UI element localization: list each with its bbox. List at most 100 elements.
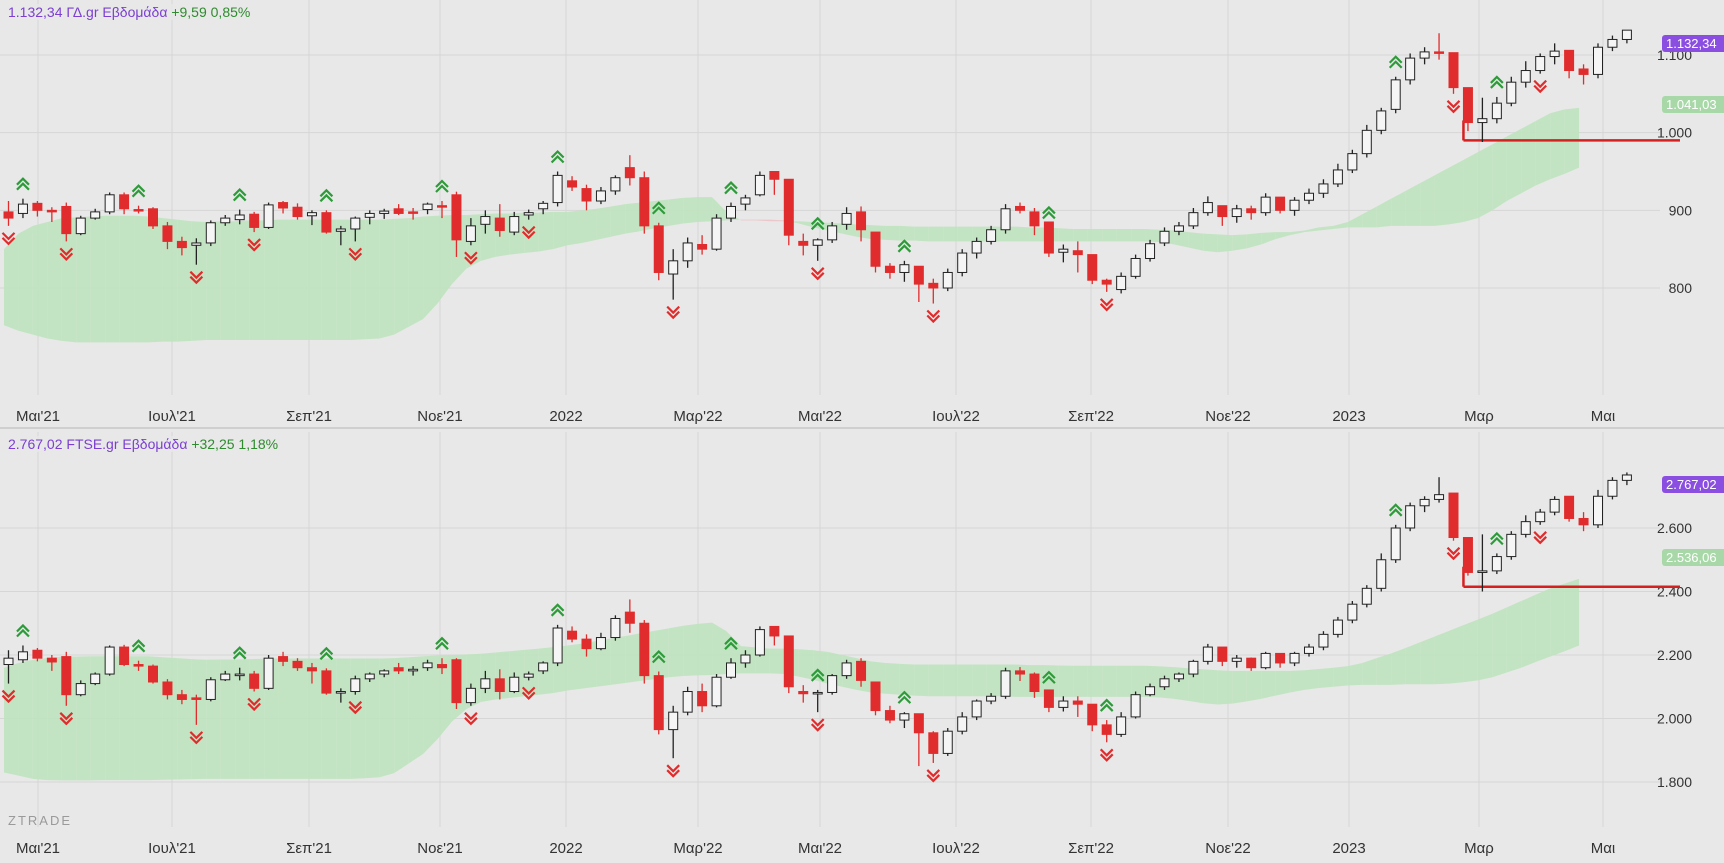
ichimoku-cloud-segment	[1116, 228, 1132, 242]
x-tick-label: Μαρ	[1464, 840, 1494, 857]
candle-body	[509, 216, 520, 233]
buy-signal-chevron	[550, 149, 565, 164]
candle-body	[364, 673, 375, 680]
candle-body	[1332, 169, 1343, 185]
candle-body	[249, 213, 260, 228]
candle-body	[1072, 700, 1083, 705]
candle-body	[379, 210, 390, 214]
ichimoku-cloud-segment	[1015, 664, 1030, 697]
candle-body	[668, 260, 679, 275]
ichimoku-cloud-segment	[148, 656, 163, 781]
buy-signal-chevron	[232, 188, 247, 202]
x-tick-label: Σεπ'21	[286, 840, 332, 857]
ichimoku-cloud-segment	[1131, 665, 1146, 697]
ichimoku-cloud-segment	[1275, 232, 1291, 240]
candle-body	[32, 202, 43, 211]
candle-body	[711, 217, 722, 250]
buy-signal-chevron	[1388, 503, 1403, 517]
candle-body	[595, 637, 606, 650]
candle-body	[1202, 202, 1213, 214]
y-tick-label: 1.000	[1657, 125, 1692, 141]
ichimoku-cloud-segment	[567, 210, 582, 246]
candle-body	[1564, 495, 1575, 519]
candle-body	[957, 252, 968, 273]
candle-body	[176, 694, 187, 700]
x-tick-label: Σεπ'21	[286, 408, 332, 425]
bottom-cloud-value-tag: 2.536,06	[1662, 549, 1724, 566]
ichimoku-cloud-segment	[18, 659, 33, 779]
candle-body	[393, 208, 404, 214]
candle-body	[1029, 211, 1040, 227]
sell-signal-chevron	[348, 700, 363, 715]
sell-signal-chevron	[1446, 546, 1461, 561]
bottom-last-price-tag: 2.767,02	[1662, 476, 1724, 493]
candle-body	[1000, 208, 1011, 231]
candle-body	[624, 167, 635, 179]
candle-body	[1477, 118, 1488, 124]
ichimoku-cloud-segment	[307, 219, 322, 341]
ichimoku-cloud-segment	[220, 659, 236, 779]
candle-body	[769, 625, 780, 637]
candle-body	[1087, 703, 1098, 726]
candle-body	[1260, 196, 1271, 214]
ichimoku-cloud-segment	[1087, 228, 1103, 242]
candle-body	[162, 225, 173, 242]
ichimoku-cloud-segment	[1116, 665, 1132, 697]
candle-body	[104, 646, 115, 675]
x-tick-label: Μαι	[1591, 408, 1616, 425]
buy-signal-chevron	[1490, 531, 1504, 546]
x-tick-label: Μαι'22	[798, 408, 842, 425]
x-tick-label: Μαρ'22	[673, 840, 722, 857]
candle-body	[711, 676, 722, 707]
candle-body	[1087, 254, 1098, 281]
candle-body	[1376, 110, 1387, 131]
ichimoku-cloud-segment	[625, 633, 640, 683]
candle-body	[1275, 196, 1286, 211]
candle-body	[986, 229, 997, 242]
candle-body	[1159, 230, 1170, 244]
candle-body	[798, 240, 809, 246]
candle-body	[306, 667, 317, 672]
candle-body	[682, 691, 693, 713]
ichimoku-cloud-segment	[610, 635, 626, 685]
candle-body	[104, 194, 115, 213]
bottom-instrument-name: FTSE.gr Εβδομάδα	[66, 436, 188, 452]
ichimoku-cloud-segment	[162, 657, 178, 780]
y-tick-label: 2.000	[1657, 711, 1692, 727]
candle-body	[1072, 250, 1083, 256]
candle-body	[465, 225, 476, 242]
ichimoku-cloud-segment	[1261, 232, 1276, 245]
ichimoku-cloud-segment	[18, 225, 33, 335]
candle-body	[335, 228, 346, 232]
ichimoku-cloud-segment	[1174, 230, 1189, 248]
candle-body	[899, 264, 910, 273]
candle-body	[133, 664, 144, 667]
bottom-chart-header: 2.767,02 FTSE.gr Εβδομάδα +32,25 1,18%	[6, 436, 281, 452]
ichimoku-cloud-segment	[1420, 636, 1435, 685]
ichimoku-cloud-segment	[582, 208, 597, 243]
candle-body	[1434, 494, 1445, 500]
candle-body	[90, 673, 101, 685]
x-tick-label: Νοε'22	[1205, 840, 1250, 857]
ichimoku-cloud-segment	[1463, 152, 1478, 222]
candle-body	[827, 675, 838, 693]
ichimoku-cloud-segment	[1550, 583, 1565, 657]
candle-body	[494, 217, 505, 232]
candle-body	[1390, 527, 1401, 561]
ichimoku-cloud-segment	[480, 652, 496, 702]
sell-signal-chevron	[247, 697, 261, 712]
buy-signal-chevron	[1490, 75, 1504, 89]
candle-body	[1217, 205, 1228, 218]
candle-body	[494, 678, 505, 693]
ichimoku-cloud-segment	[1318, 667, 1334, 689]
candle-body	[75, 683, 86, 696]
ichimoku-cloud-segment	[972, 226, 987, 242]
ichimoku-cloud-segment	[1506, 601, 1522, 673]
ichimoku-cloud-segment	[899, 225, 915, 241]
buy-signal-chevron	[651, 201, 666, 215]
candle-body	[971, 700, 982, 718]
candle-body	[856, 211, 867, 231]
candle-body	[639, 177, 650, 227]
candle-body	[884, 710, 895, 721]
